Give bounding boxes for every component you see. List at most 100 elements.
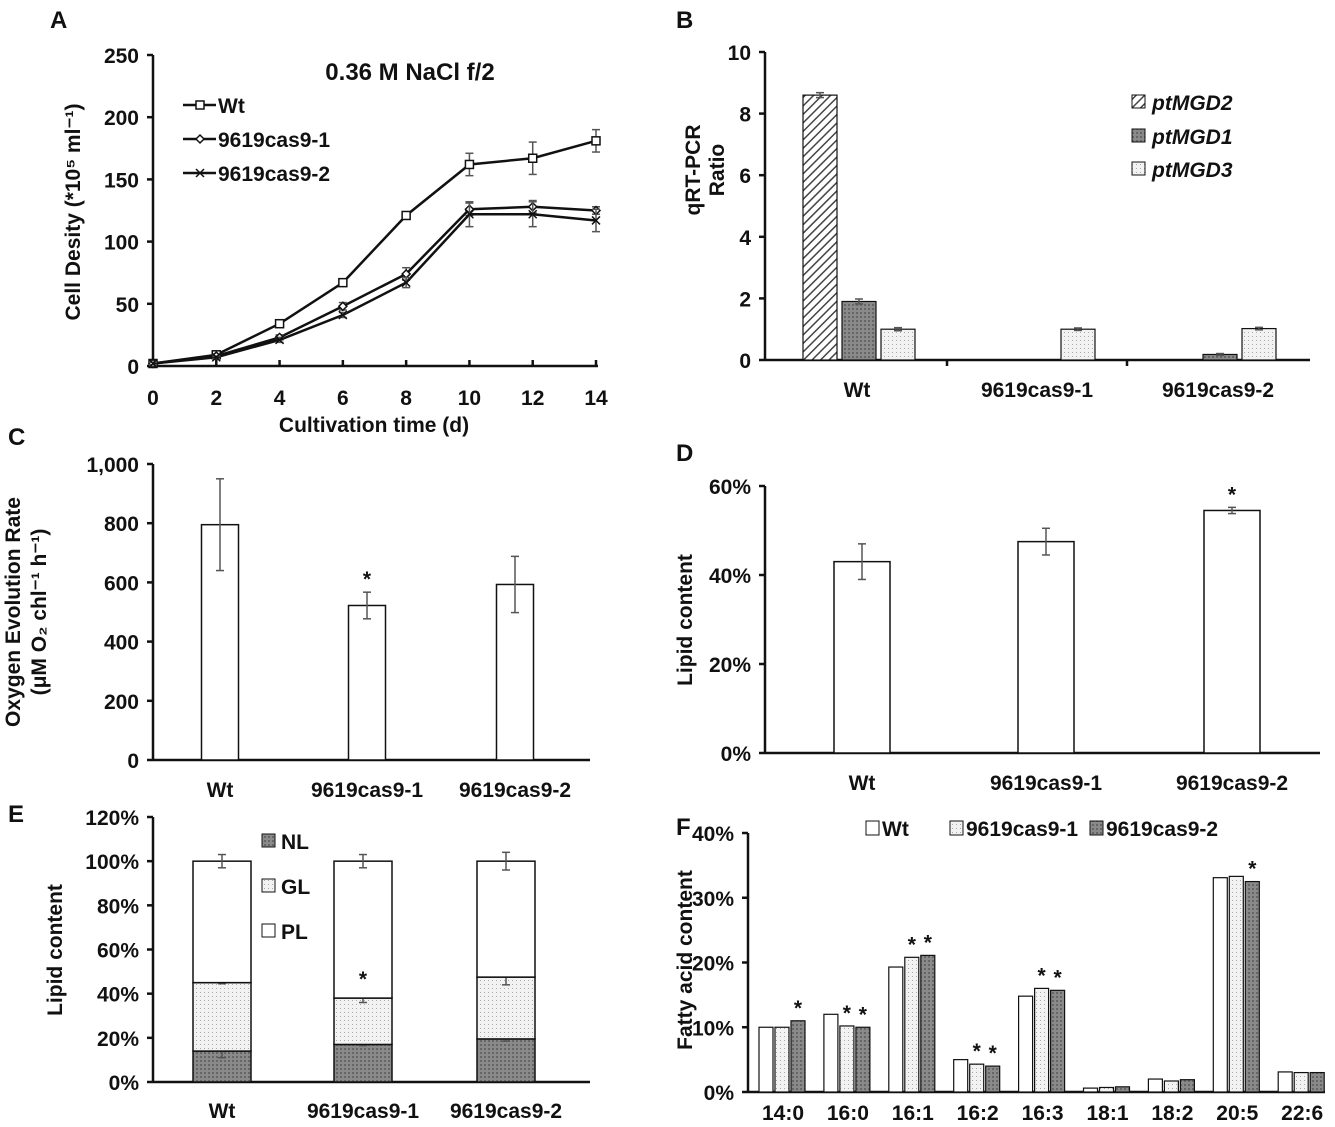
y-tick-label: 80% bbox=[97, 895, 139, 918]
data-point bbox=[401, 210, 411, 221]
y-tick-label: 800 bbox=[104, 513, 139, 536]
y-tick-label: 20% bbox=[709, 654, 751, 677]
x-tick-label: 16:1 bbox=[892, 1102, 934, 1125]
significance-star: * bbox=[794, 997, 803, 1020]
data-point bbox=[337, 301, 348, 312]
bar bbox=[1293, 1071, 1309, 1093]
x-tick-label: 9619cas9-2 bbox=[450, 1100, 562, 1123]
bar bbox=[1017, 995, 1034, 1093]
bar bbox=[985, 1065, 1001, 1093]
x-tick-label: 14:0 bbox=[762, 1102, 804, 1125]
bar bbox=[1277, 1071, 1293, 1093]
x-tick-label: 16:0 bbox=[827, 1102, 869, 1125]
y-tick-label: 120% bbox=[85, 807, 139, 830]
y-tick-label: 40% bbox=[97, 984, 139, 1007]
significance-star: * bbox=[1054, 966, 1063, 989]
bar bbox=[347, 604, 387, 761]
x-tick-label: Wt bbox=[844, 379, 871, 402]
legend-label: NL bbox=[281, 831, 309, 854]
series-line-9619cas9-1 bbox=[152, 205, 597, 365]
y-tick-label: 60% bbox=[97, 940, 139, 963]
bar bbox=[1033, 987, 1050, 1093]
panel-label: F bbox=[676, 814, 691, 841]
y-tick-label: 10% bbox=[692, 1017, 734, 1040]
x-tick-label: 9619cas9-1 bbox=[307, 1100, 419, 1123]
x-tick-label: 9619cas9-2 bbox=[459, 779, 571, 802]
x-tick-label: 4 bbox=[274, 387, 286, 410]
data-point bbox=[464, 159, 475, 170]
legend-label: PL bbox=[281, 921, 308, 944]
x-tick-label: 9619cas9-2 bbox=[1176, 772, 1288, 795]
bar bbox=[888, 966, 904, 1093]
x-tick-label: 10 bbox=[458, 387, 481, 410]
y-tick-label: 100 bbox=[104, 232, 139, 255]
bar bbox=[1309, 1071, 1325, 1093]
y-tick-label: 2 bbox=[739, 288, 751, 311]
panel-label: C bbox=[8, 424, 25, 451]
x-tick-label: 14 bbox=[584, 387, 608, 410]
y-tick-label: 100% bbox=[85, 851, 139, 874]
bar bbox=[758, 1026, 774, 1093]
legend-label: ptMGD3 bbox=[1151, 159, 1233, 182]
x-tick-label: 9619cas9-1 bbox=[990, 772, 1102, 795]
y-tick-label: 50 bbox=[116, 294, 139, 317]
legend-marker bbox=[195, 100, 205, 110]
bar bbox=[1212, 877, 1228, 1093]
significance-star: * bbox=[973, 1040, 982, 1063]
y-tick-label: 0 bbox=[127, 750, 139, 773]
x-tick-label: Wt bbox=[849, 772, 876, 795]
x-tick-label: 20:5 bbox=[1216, 1102, 1258, 1125]
legend-label: 9619cas9-1 bbox=[218, 129, 330, 152]
y-axis-label: Lipid content bbox=[44, 884, 67, 1016]
stacked-bar-GL bbox=[476, 976, 536, 1040]
x-tick-label: 8 bbox=[400, 387, 412, 410]
legend-label: ptMGD1 bbox=[1151, 126, 1233, 149]
legend-swatch bbox=[1131, 161, 1146, 176]
bar bbox=[1241, 327, 1277, 361]
x-tick-label: 9619cas9-2 bbox=[1162, 379, 1274, 402]
stacked-bar-GL bbox=[192, 981, 252, 1052]
panel-label: D bbox=[676, 440, 693, 467]
y-axis-label: Ratio bbox=[706, 144, 729, 197]
data-point bbox=[464, 209, 474, 219]
x-tick-label: 16:3 bbox=[1022, 1102, 1064, 1125]
y-tick-label: 60% bbox=[709, 476, 751, 499]
y-tick-label: 20% bbox=[97, 1028, 139, 1051]
y-tick-label: 1,000 bbox=[86, 454, 139, 477]
y-tick-label: 0% bbox=[704, 1082, 735, 1105]
legend-marker bbox=[194, 133, 206, 145]
data-point bbox=[401, 278, 411, 288]
y-axis-label: Cell Desity (*10⁵ ml⁻¹) bbox=[62, 103, 85, 320]
bar bbox=[855, 1026, 871, 1093]
data-point bbox=[591, 215, 601, 225]
data-point bbox=[338, 277, 348, 288]
bar bbox=[1228, 875, 1244, 1093]
bar bbox=[1082, 1087, 1099, 1093]
x-tick-label: Wt bbox=[209, 1100, 236, 1123]
bar bbox=[1244, 880, 1260, 1093]
x-tick-label: 9619cas9-1 bbox=[981, 379, 1093, 402]
bar bbox=[802, 94, 838, 361]
y-tick-label: 0% bbox=[109, 1072, 140, 1095]
y-tick-label: 30% bbox=[692, 888, 734, 911]
x-tick-label: 16:2 bbox=[957, 1102, 999, 1125]
legend-marker bbox=[195, 168, 205, 178]
significance-star: * bbox=[1038, 964, 1047, 987]
data-point bbox=[528, 209, 538, 219]
bar bbox=[1163, 1080, 1180, 1093]
legend-label: 9619cas9-2 bbox=[1106, 818, 1218, 841]
legend-swatch bbox=[1089, 820, 1104, 836]
data-point bbox=[527, 153, 538, 164]
y-tick-label: 0% bbox=[721, 743, 752, 766]
bar bbox=[953, 1059, 969, 1093]
legend-swatch bbox=[261, 878, 276, 893]
bar bbox=[1049, 989, 1066, 1093]
legend-swatch bbox=[261, 833, 276, 848]
x-tick-label: Wt bbox=[207, 779, 234, 802]
x-tick-label: 12 bbox=[521, 387, 544, 410]
y-tick-label: 10 bbox=[728, 42, 751, 65]
y-tick-label: 40% bbox=[692, 823, 734, 846]
significance-star: * bbox=[859, 1003, 868, 1026]
panel-label: B bbox=[676, 7, 693, 34]
